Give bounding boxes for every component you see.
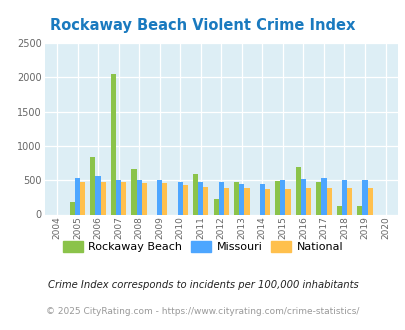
Bar	[239, 184, 244, 214]
Bar	[275, 181, 279, 214]
Bar	[300, 179, 305, 214]
Text: Crime Index corresponds to incidents per 100,000 inhabitants: Crime Index corresponds to incidents per…	[47, 280, 358, 290]
Bar	[80, 182, 85, 214]
Bar	[244, 188, 249, 214]
Text: © 2025 CityRating.com - https://www.cityrating.com/crime-statistics/: © 2025 CityRating.com - https://www.city…	[46, 307, 359, 316]
Bar	[121, 182, 126, 214]
Bar	[362, 180, 367, 214]
Bar	[234, 182, 239, 215]
Bar	[100, 182, 105, 214]
Bar	[326, 188, 331, 214]
Bar	[223, 188, 228, 214]
Bar	[131, 169, 136, 214]
Bar	[177, 182, 182, 215]
Bar	[198, 182, 203, 215]
Bar	[356, 206, 362, 214]
Bar	[305, 188, 310, 214]
Bar	[162, 183, 167, 214]
Bar	[336, 206, 341, 214]
Bar	[218, 182, 223, 215]
Text: Rockaway Beach Violent Crime Index: Rockaway Beach Violent Crime Index	[50, 18, 355, 33]
Bar	[203, 187, 208, 214]
Bar	[192, 174, 198, 214]
Bar	[141, 183, 147, 214]
Bar	[367, 188, 372, 214]
Bar	[264, 189, 269, 214]
Bar	[136, 180, 141, 214]
Legend: Rockaway Beach, Missouri, National: Rockaway Beach, Missouri, National	[58, 237, 347, 256]
Bar	[285, 189, 290, 214]
Bar	[341, 180, 346, 214]
Bar	[346, 188, 351, 214]
Bar	[182, 185, 188, 214]
Bar	[90, 157, 95, 214]
Bar	[213, 199, 218, 214]
Bar	[116, 180, 121, 214]
Bar	[111, 75, 116, 214]
Bar	[315, 182, 321, 215]
Bar	[295, 167, 300, 214]
Bar	[279, 180, 285, 214]
Bar	[95, 176, 100, 214]
Bar	[75, 178, 80, 214]
Bar	[70, 203, 75, 214]
Bar	[259, 183, 264, 214]
Bar	[321, 178, 326, 214]
Bar	[157, 180, 162, 214]
